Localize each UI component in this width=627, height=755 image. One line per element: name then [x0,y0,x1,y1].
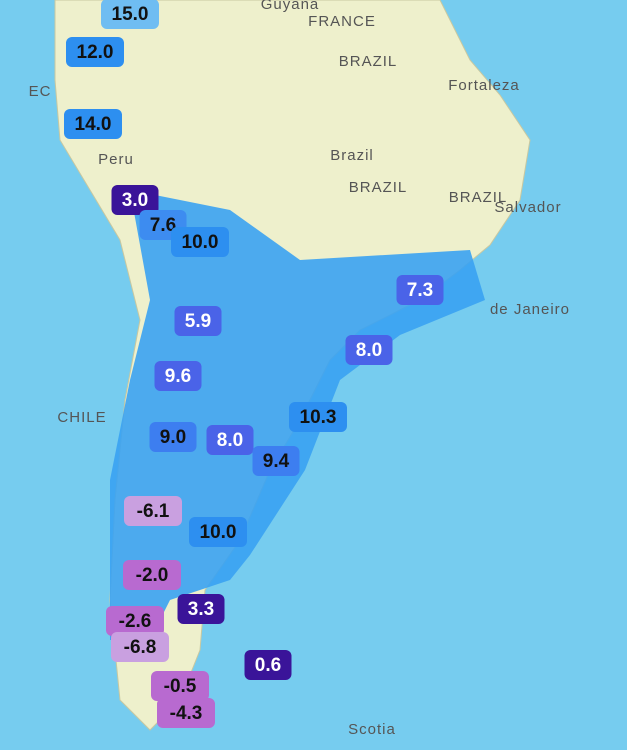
badge-value: -6.8 [124,637,157,658]
badge-value: 12.0 [77,42,114,63]
value-badge: 7.3 [396,275,444,305]
place-label: Guyana [261,0,320,13]
badge-background [396,275,444,305]
badge-background [123,560,181,590]
place-label: Salvador [494,199,561,216]
badges: 15.0 12.0 14.0 3.07.6 10.0 5.9 9.6 9.0 8.0 9.4 10.… [64,0,444,728]
badge-background [151,671,209,701]
value-badge: 10.3 [289,402,347,432]
place-label: Fortaleza [448,77,520,94]
badge-background [101,0,159,29]
value-badge: -6.8 [111,632,169,662]
badge-value: 10.0 [200,522,237,543]
badge-background [111,185,159,215]
place-label: CHILE [57,409,106,426]
place-label: Scotia [348,721,396,738]
badge-value: -6.1 [137,501,170,522]
place-label: de Janeiro [490,301,570,318]
badge-background [124,496,182,526]
value-badge: 14.0 [64,109,122,139]
place-label: BRAZIL [449,189,508,206]
value-badge: 5.9 [174,306,222,336]
place-label: Peru [98,151,134,168]
place-label: BRAZIL [339,53,398,70]
value-badge: 8.0 [206,425,254,455]
badge-background [171,227,229,257]
badge-background [64,109,122,139]
badge-value: 7.3 [407,280,433,301]
badge-value: 8.0 [356,340,382,361]
badge-value: 10.3 [300,407,337,428]
value-badge: 9.4 [252,446,300,476]
badge-background [345,335,393,365]
value-badge: -0.5 [151,671,209,701]
badge-background [189,517,247,547]
badge-background [252,446,300,476]
badge-value: 14.0 [75,114,112,135]
value-badge: 15.0 [101,0,159,29]
value-badge: 9.0 [149,422,197,452]
badge-value: 5.9 [185,311,211,332]
value-badge: 3.3 [177,594,225,624]
badge-value: -2.6 [119,611,152,632]
value-badge: 10.0 [171,227,229,257]
value-badge: -2.6 [106,606,164,636]
badge-value: 15.0 [112,4,149,25]
badge-value: 9.0 [160,427,186,448]
value-badge: 10.0 [189,517,247,547]
badge-background [177,594,225,624]
badge-background [149,422,197,452]
badge-value: 10.0 [182,232,219,253]
badge-value: -4.3 [170,703,203,724]
badge-background [111,632,169,662]
place-label: Brazil [330,147,374,164]
place-label: BRAZIL [349,179,408,196]
place-label: FRANCE [308,13,376,30]
badge-background [66,37,124,67]
value-badge: -2.0 [123,560,181,590]
value-badge: 9.6 [154,361,202,391]
value-badge: 0.6 [244,650,292,680]
badge-value: 9.6 [165,366,191,387]
value-badge: -6.1 [124,496,182,526]
badge-value: 8.0 [217,430,243,451]
badge-background [244,650,292,680]
badge-value: 0.6 [255,655,281,676]
value-badge: 12.0 [66,37,124,67]
place-label: EC [29,83,52,100]
badge-value: -2.0 [136,565,169,586]
badge-background [206,425,254,455]
value-badge: 8.0 [345,335,393,365]
badge-value: 7.6 [150,215,176,236]
value-badge: 3.0 [111,185,159,215]
badge-background [106,606,164,636]
badge-value: 3.3 [188,599,214,620]
badge-background [157,698,215,728]
value-badge: -4.3 [157,698,215,728]
badge-value: -0.5 [164,676,197,697]
badge-background [154,361,202,391]
badge-background [174,306,222,336]
badge-value: 3.0 [122,190,148,211]
badge-value: 9.4 [263,451,290,472]
badge-background [289,402,347,432]
